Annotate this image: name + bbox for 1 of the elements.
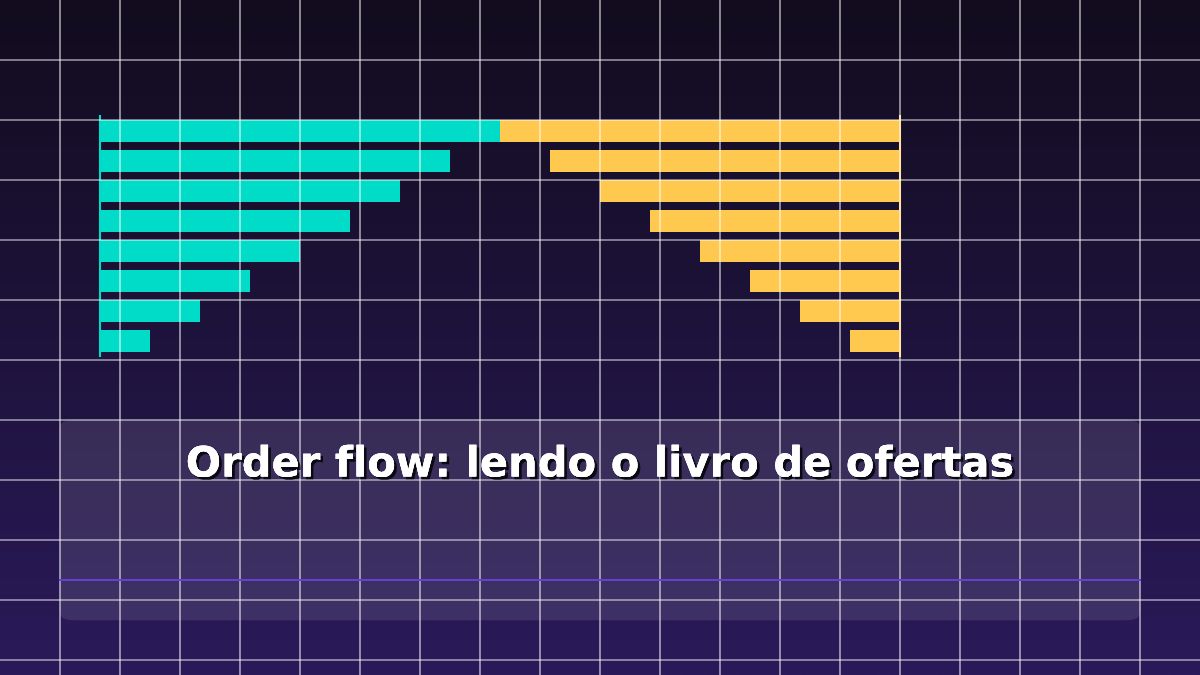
text: Order flow: lendo o livro de ofertas [187,444,1016,480]
